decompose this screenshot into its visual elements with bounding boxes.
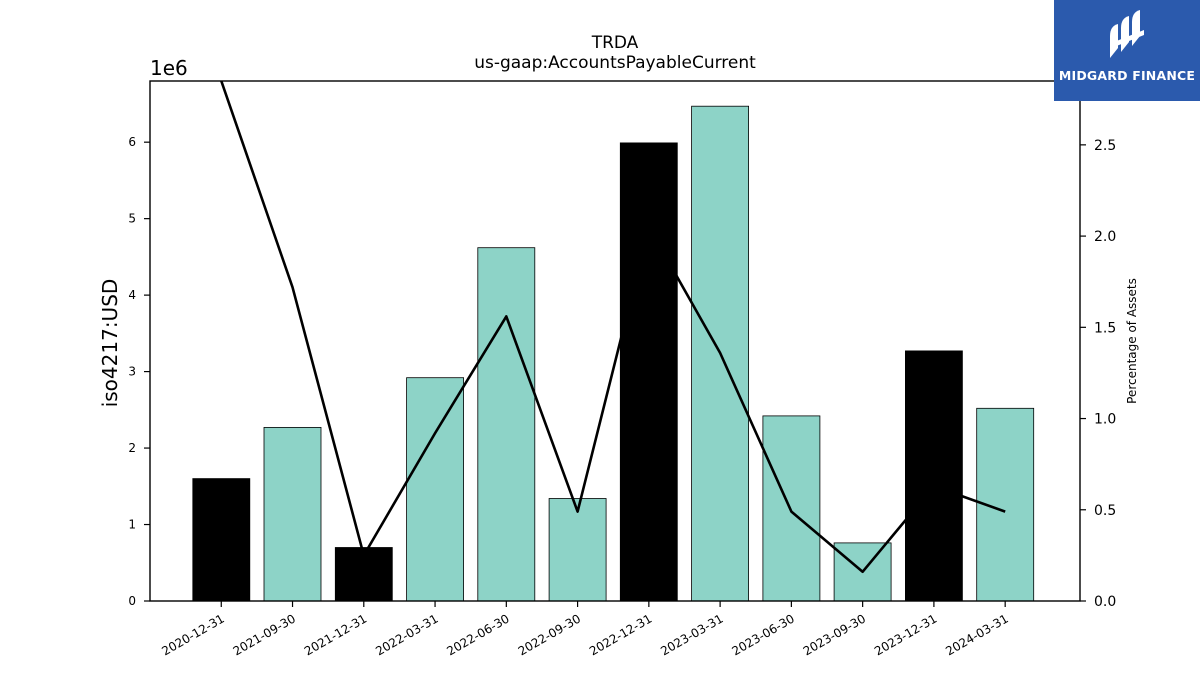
brand-logo-box: MIDGARD FINANCE: [1054, 0, 1200, 101]
percentage-line: [220, 81, 1006, 574]
y2-axis-label: Percentage of Assets: [1125, 278, 1139, 404]
bar: [263, 426, 322, 602]
midgard-logo-icon: [1110, 10, 1144, 58]
chart-title: TRDA: [591, 33, 639, 53]
y-tick-label: 4: [128, 288, 136, 302]
x-tick-label: 2024-03-31: [943, 611, 1010, 658]
y2-tick-label: 0.5: [1094, 503, 1116, 519]
x-tick-label: 2023-09-30: [801, 611, 868, 658]
y2-tick-label: 2.0: [1094, 229, 1116, 245]
percentage-line-path: [220, 81, 1006, 574]
y-tick-label: 6: [128, 135, 136, 149]
y-tick-label: 2: [128, 441, 136, 455]
y-tick-label: 0: [128, 594, 136, 608]
y-tick-label: 1: [128, 518, 136, 532]
x-tick-label: 2022-06-30: [444, 611, 511, 658]
bar: [905, 350, 963, 602]
x-tick-label: 2021-12-31: [302, 611, 369, 658]
y2-tick-label: 1.5: [1094, 320, 1116, 336]
x-tick-label: 2021-09-30: [231, 611, 298, 658]
x-tick-label: 2023-03-31: [658, 611, 725, 658]
x-tick-label: 2022-09-30: [516, 611, 583, 658]
plot-frame: [149, 80, 1081, 602]
x-tick-label: 2023-12-31: [872, 611, 939, 658]
brand-name: MIDGARD FINANCE: [1058, 68, 1196, 83]
bar: [619, 142, 678, 602]
bar: [477, 247, 536, 602]
bar: [548, 498, 607, 602]
y-scale-label: 1e6: [150, 56, 188, 80]
y-tick-label: 5: [128, 212, 136, 226]
bars: [192, 105, 1035, 602]
x-tick-label: 2022-03-31: [373, 611, 440, 658]
y-tick-label: 3: [128, 365, 136, 379]
y2-tick-label: 2.5: [1094, 138, 1116, 154]
y-axis-label: iso4217:USD: [98, 279, 122, 408]
y2-tick-label: 1.0: [1094, 412, 1116, 428]
bar: [406, 377, 465, 602]
x-tick-label: 2020-12-31: [159, 611, 226, 658]
chart-subtitle: us-gaap:AccountsPayableCurrent: [474, 53, 756, 73]
x-tick-label: 2022-12-31: [587, 611, 654, 658]
bar: [192, 478, 251, 602]
y2-tick-label: 0.0: [1094, 594, 1116, 610]
x-tick-label: 2023-06-30: [729, 611, 796, 658]
